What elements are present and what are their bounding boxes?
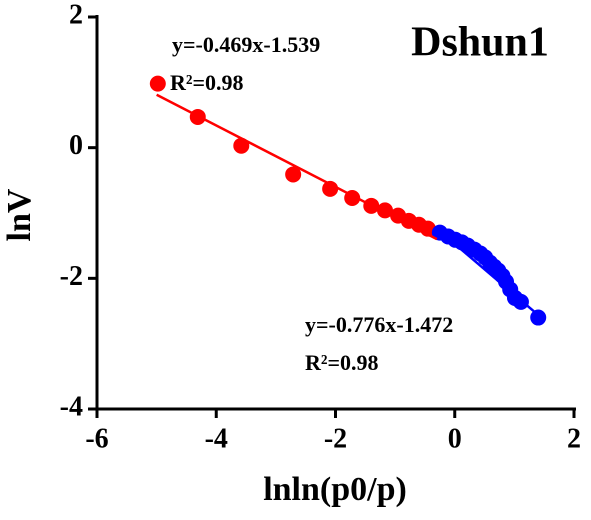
data-point: [530, 309, 547, 326]
chart-title: Dshun1: [411, 20, 549, 66]
x-tick-label: -2: [324, 423, 347, 454]
x-tick-label: 2: [567, 423, 581, 454]
y-tick-label: -4: [60, 391, 83, 422]
data-point: [285, 166, 302, 183]
x-tick-label: -6: [85, 423, 108, 454]
fit-annotation: y=-0.469x-1.539: [172, 32, 320, 57]
fit-line: [436, 227, 543, 319]
y-tick-label: 0: [69, 130, 83, 161]
y-tick-label: -2: [60, 261, 83, 292]
fit-line: [156, 93, 438, 241]
fit-annotation: y=-0.776x-1.472: [305, 312, 453, 337]
x-axis-label: lnln(p0/p): [263, 471, 407, 508]
fit-annotation: R²=0.98: [170, 70, 244, 95]
x-tick-label: -4: [205, 423, 228, 454]
y-axis-label: lnV: [1, 188, 38, 241]
data-point: [149, 75, 166, 92]
y-tick-label: 2: [69, 0, 83, 30]
fit-annotation: R²=0.98: [305, 350, 379, 375]
x-tick-label: 0: [448, 423, 462, 454]
